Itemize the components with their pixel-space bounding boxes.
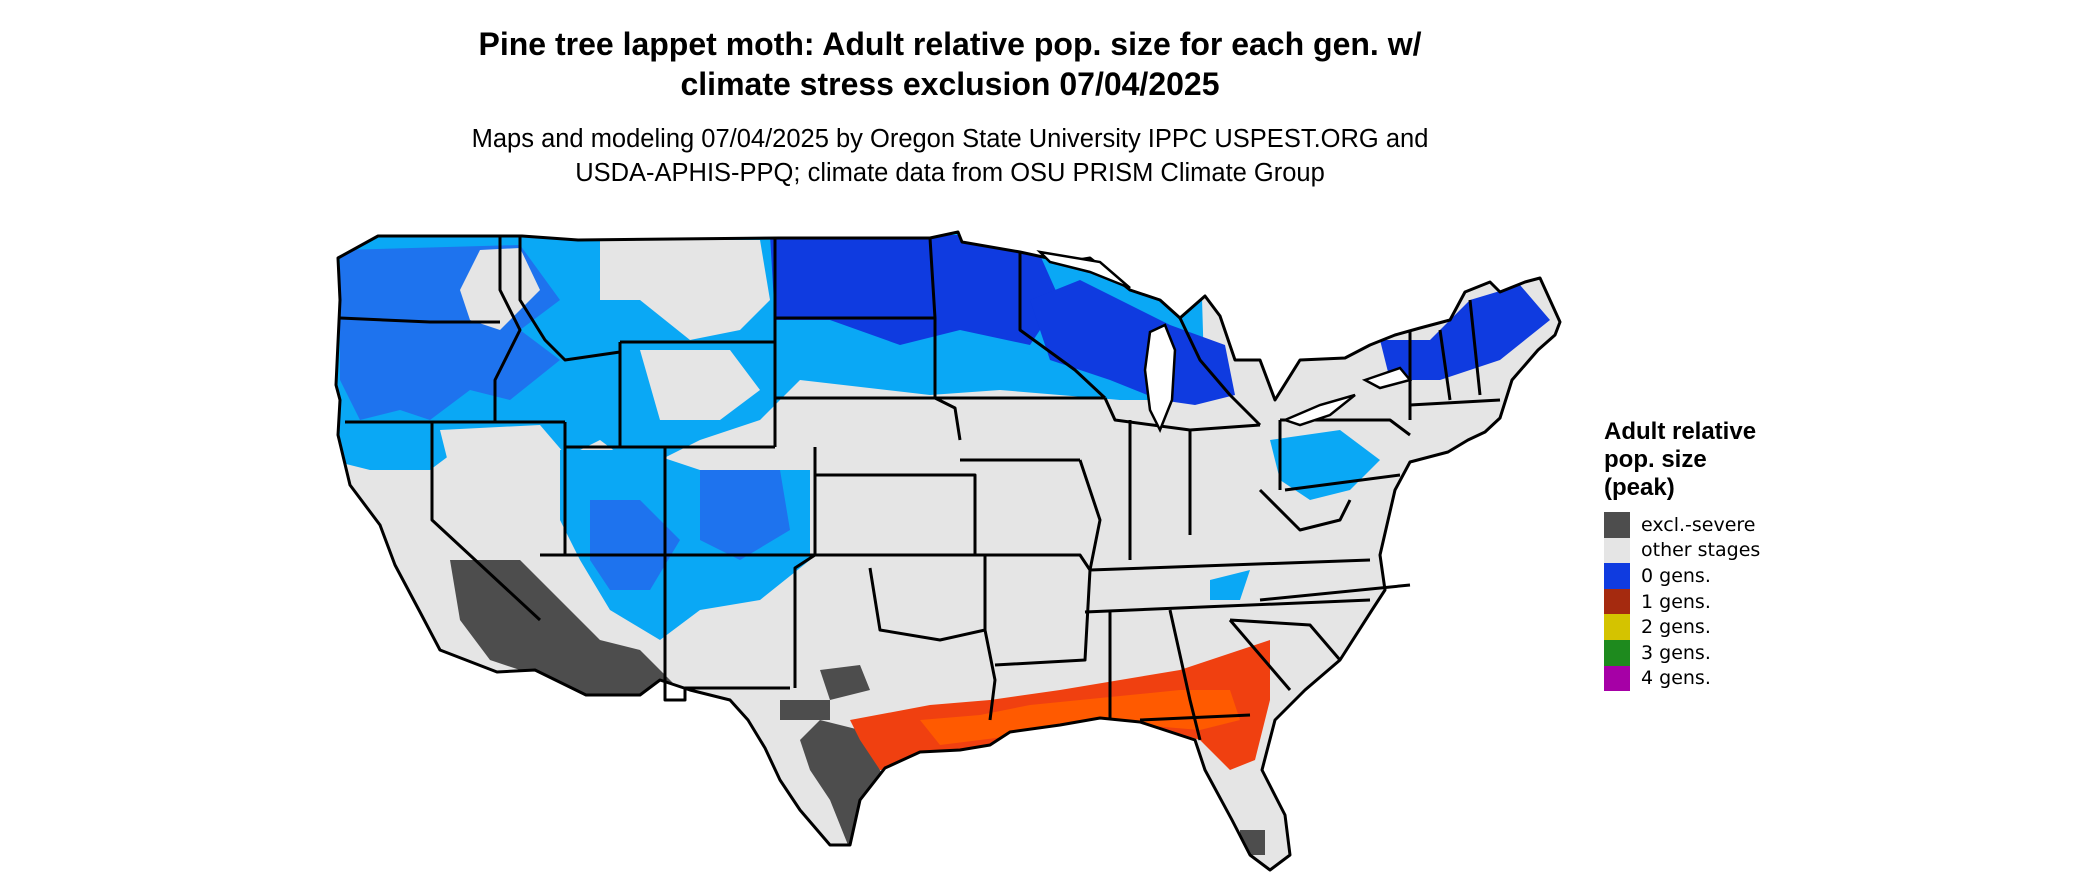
great-lakes [1036, 250, 1413, 434]
border-wa-or [339, 316, 500, 324]
border-nm-east [663, 555, 790, 702]
zero-gens-appalachian-spot [1210, 570, 1250, 600]
zero-gens-dark-great-lakes [1030, 280, 1235, 405]
border-pa-south [1284, 473, 1401, 492]
map-subtitle-line-2: USDA-APHIS-PPQ; climate data from OSU PR… [575, 159, 1325, 187]
zero-gens-southwest-mid [590, 500, 680, 590]
border-ma-ct [1409, 398, 1501, 407]
legend-label-3-gens: 3 gens. [1641, 641, 1711, 664]
other-stages-montana-plain [600, 240, 770, 340]
other-stages-great-basin [440, 425, 570, 530]
map-subtitle-line-1: Maps and modeling 07/04/2025 by Oregon S… [471, 125, 1429, 153]
border-sc-ga [1228, 619, 1292, 691]
map-title-line-2: climate stress exclusion 07/04/2025 [680, 66, 1220, 102]
border-co-east [793, 447, 817, 688]
map-title: Pine tree lappet moth: Adult relative po… [0, 24, 1900, 104]
legend-swatch-other-stages [1604, 537, 1630, 564]
border-id-west [493, 236, 522, 422]
border-ga-fl [1139, 713, 1251, 722]
legend-swatch-2-gens [1604, 614, 1630, 640]
lake-erie [1281, 393, 1356, 427]
map-title-line-1: Pine tree lappet moth: Adult relative po… [478, 26, 1422, 62]
legend-item-0-gens: 0 gens. [1604, 563, 1804, 589]
zero-gens-colorado-mid [700, 470, 790, 560]
border-mo-ar [975, 553, 1092, 571]
legend-item-excluded: excl.-severe [1604, 512, 1804, 538]
legend-label-0-gens: 0 gens. [1641, 564, 1711, 587]
legend-item-3-gens: 3 gens. [1604, 639, 1804, 666]
legend-label-1-gens: 1 gens. [1641, 590, 1711, 613]
border-tn-south [1089, 558, 1371, 572]
one-gen-gulf-bright [920, 690, 1240, 745]
border-id-mt [518, 236, 621, 362]
border-sd-ne [775, 396, 962, 441]
border-nc-sc [1229, 618, 1342, 661]
border-mn-wi [1018, 252, 1107, 400]
border-wv [1258, 488, 1352, 532]
legend-item-other-stages: other stages [1604, 537, 1804, 564]
legend-swatch-0-gens [1604, 563, 1630, 589]
excluded-texas-patch [820, 665, 870, 700]
border-ks [815, 473, 977, 555]
legend-item-1-gens: 1 gens. [1604, 588, 1804, 615]
legend-swatch-excluded [1604, 512, 1630, 538]
legend-label-other-stages: other stages [1641, 539, 1761, 562]
zero-gens-newengland-dark [1380, 285, 1550, 380]
legend-swatch-3-gens [1604, 639, 1630, 666]
border-ca-nv [430, 422, 542, 622]
legend-items: excl.-severe other stages 0 gens. 1 gens… [1604, 512, 1804, 692]
border-va-nc [1259, 583, 1411, 602]
border-mo-east [1078, 459, 1102, 571]
border-ar-ms [994, 569, 1092, 667]
border-ky-tn [1084, 598, 1371, 614]
legend-label-2-gens: 2 gens. [1641, 616, 1711, 639]
legend-title-line-2: pop. size [1604, 446, 1707, 473]
border-nd-mn [928, 237, 937, 398]
legend-label-4-gens: 4 gens. [1641, 667, 1711, 690]
excluded-west-texas [780, 700, 830, 720]
lake-superior-edge [1036, 250, 1131, 290]
excluded-desert-southwest [450, 560, 680, 710]
border-mi-lower [1178, 317, 1262, 427]
lake-ontario [1361, 366, 1413, 390]
legend-title: Adult relative pop. size (peak) [1604, 418, 1804, 502]
legend-swatch-1-gens [1604, 588, 1630, 615]
other-stages-wyoming-basin [640, 350, 760, 420]
border-al-ga [1168, 609, 1202, 741]
border-ok [868, 555, 987, 642]
legend-title-line-3: (peak) [1604, 474, 1675, 501]
border-wi-mi [1103, 397, 1261, 432]
us-land-area [336, 232, 1560, 870]
legend-title-line-1: Adult relative [1604, 418, 1757, 445]
border-tx-la [983, 629, 997, 721]
legend-item-4-gens: 4 gens. [1604, 665, 1804, 692]
lake-michigan [1143, 323, 1177, 434]
state-borders [334, 230, 1562, 872]
legend-item-2-gens: 2 gens. [1604, 614, 1804, 640]
legend-swatch-4-gens [1604, 665, 1630, 692]
border-nh-me [1468, 299, 1482, 396]
border-vt-nh [1438, 329, 1452, 401]
legend-label-excluded: excl.-severe [1641, 513, 1756, 536]
map-subtitle: Maps and modeling 07/04/2025 by Oregon S… [0, 122, 1900, 190]
map-legend: Adult relative pop. size (peak) excl.-se… [1604, 418, 1804, 692]
